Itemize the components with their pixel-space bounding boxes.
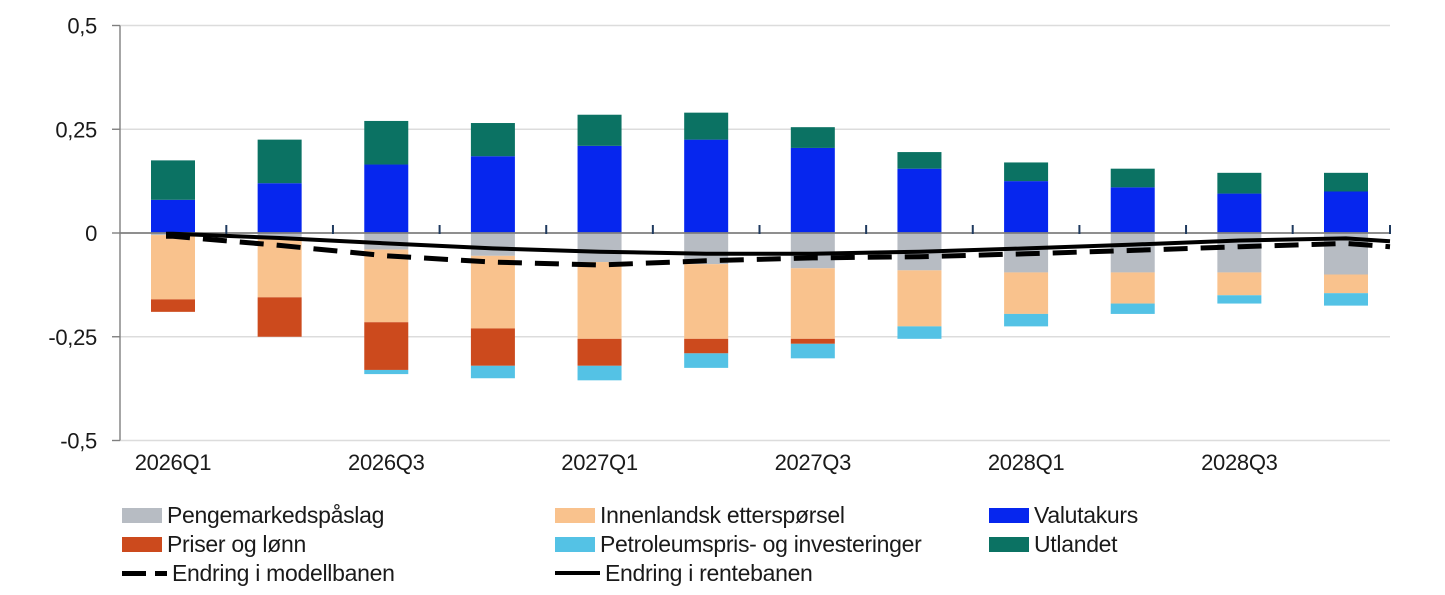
bar-segment: [897, 152, 942, 169]
bar-segment: [577, 262, 622, 339]
bar-segment: [577, 338, 622, 366]
bar-segment: [1110, 303, 1155, 314]
x-axis-label: 2026Q1: [135, 450, 212, 475]
bar-segment: [1324, 274, 1368, 294]
y-axis-tick-label: -0,25: [48, 325, 97, 350]
bar-segment: [1217, 172, 1262, 194]
bar-segment: [470, 123, 515, 157]
bar-segment: [470, 156, 515, 233]
bar-segment: [1110, 272, 1155, 304]
bar-segment: [470, 255, 515, 329]
bar-segment: [1217, 272, 1262, 296]
bar-segment: [790, 233, 835, 269]
bar-segment: [790, 343, 835, 359]
y-axis-tick-label: 0,25: [55, 117, 97, 142]
bar-segment: [577, 233, 622, 263]
bar-segment: [577, 365, 622, 381]
bar-segment: [684, 338, 729, 354]
bar-segment: [577, 145, 622, 233]
bar-segment: [470, 233, 515, 256]
bar-segment: [151, 199, 195, 233]
bar-segment: [897, 168, 942, 233]
bar-segment: [257, 139, 302, 184]
bar-segment: [364, 120, 409, 165]
bar-segment: [470, 365, 515, 379]
bar-segment: [790, 147, 835, 233]
line-endring-i-modellbanen: [166, 233, 1391, 268]
bar-segment: [790, 338, 835, 344]
bar-segment: [1110, 168, 1155, 188]
bar-segment: [1110, 187, 1155, 233]
x-axis-label: 2026Q3: [348, 450, 425, 475]
y-axis-tick-label: 0,5: [67, 14, 97, 39]
x-axis-label: 2027Q3: [775, 450, 852, 475]
bar-segment: [1324, 191, 1368, 233]
bar-segment: [364, 249, 409, 323]
y-axis-tick-label: 0: [85, 221, 97, 246]
bar-segment: [1217, 193, 1262, 233]
bar-segment: [1004, 162, 1049, 182]
bar-segment: [364, 164, 409, 233]
bar-segment: [1324, 293, 1368, 306]
bar-segment: [151, 235, 195, 300]
x-axis-label: 2028Q3: [1201, 450, 1278, 475]
x-axis-label: 2028Q1: [988, 450, 1065, 475]
bar-segment: [151, 160, 195, 200]
bar-segment: [790, 127, 835, 148]
bar-segment: [577, 114, 622, 146]
line-endring-i-rentebanen: [166, 231, 1391, 256]
bar-segment: [257, 297, 302, 337]
bar-segment: [470, 328, 515, 366]
bar-segment: [1004, 313, 1049, 327]
bar-segment: [684, 264, 729, 339]
bar-segment: [364, 322, 409, 370]
bar-segment: [257, 183, 302, 233]
y-axis-tick-label: -0,5: [60, 429, 97, 454]
bar-segment: [1217, 295, 1262, 304]
bar-segment: [151, 299, 195, 312]
bar-segment: [1004, 181, 1049, 233]
bar-segment: [1004, 272, 1049, 314]
bar-segment: [684, 353, 729, 368]
x-axis-label: 2027Q1: [561, 450, 638, 475]
bar-segment: [897, 326, 942, 339]
bar-segment: [364, 369, 409, 375]
bar-segment: [897, 270, 942, 327]
bar-segment: [684, 112, 729, 140]
bar-segment: [684, 139, 729, 233]
bar-segment: [790, 268, 835, 339]
bar-segment: [1324, 172, 1368, 192]
